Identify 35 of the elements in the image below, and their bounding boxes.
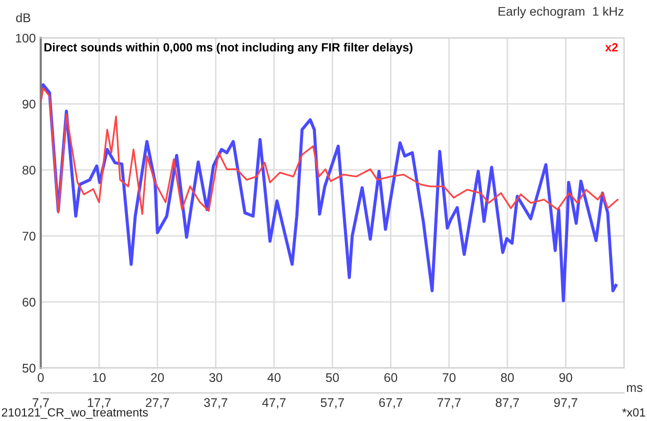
y-tick-label: 70 bbox=[22, 232, 36, 241]
x2-tick-label: 77,7 bbox=[438, 398, 461, 408]
y-tick-label: 50 bbox=[22, 364, 36, 373]
text: *x01 bbox=[622, 408, 646, 417]
line-series bbox=[40, 83, 618, 302]
line-series bbox=[40, 87, 618, 215]
x2-tick-label: 87,7 bbox=[496, 398, 519, 408]
x-tick-label: 50 bbox=[326, 373, 339, 382]
x2-tick-label: 17,7 bbox=[88, 398, 111, 408]
x2-tick-label: 37,7 bbox=[204, 398, 228, 408]
y-tick-label: 80 bbox=[22, 166, 36, 175]
x-tick-label: 30 bbox=[209, 373, 222, 382]
y-axis-title: dB bbox=[16, 13, 30, 22]
x-axis-title: ms bbox=[627, 385, 642, 392]
text: 210121_CR_wo_treatments bbox=[2, 408, 148, 419]
y-tick-label: 90 bbox=[22, 100, 36, 109]
x2-tick-label: 7,7 bbox=[32, 398, 49, 408]
y-tick-label: 100 bbox=[16, 34, 36, 43]
y-tick-label: 60 bbox=[22, 298, 36, 307]
x-tick-label: 0 bbox=[38, 373, 44, 382]
x2-tick-label: 27,7 bbox=[146, 398, 169, 408]
x2-tick-label: 67,7 bbox=[379, 398, 402, 408]
x2-tick-label: 97,7 bbox=[554, 398, 578, 408]
x-tick-label: 90 bbox=[559, 373, 572, 382]
x-tick-label: 70 bbox=[442, 373, 456, 382]
x-tick-label: 20 bbox=[151, 373, 164, 382]
x-tick-label: 60 bbox=[384, 373, 398, 382]
chart-title: Early echogram 1 kHz bbox=[498, 6, 624, 18]
annotation: x2 bbox=[605, 43, 618, 52]
x2-tick-label: 57,7 bbox=[320, 398, 344, 408]
x-tick-label: 10 bbox=[93, 373, 106, 382]
x-tick-label: 80 bbox=[500, 373, 514, 382]
x2-tick-label: 47,7 bbox=[262, 398, 286, 408]
x-tick-label: 40 bbox=[267, 373, 281, 382]
annotation: Direct sounds within 0,000 ms (not including any FIR filter delays) bbox=[44, 42, 412, 54]
